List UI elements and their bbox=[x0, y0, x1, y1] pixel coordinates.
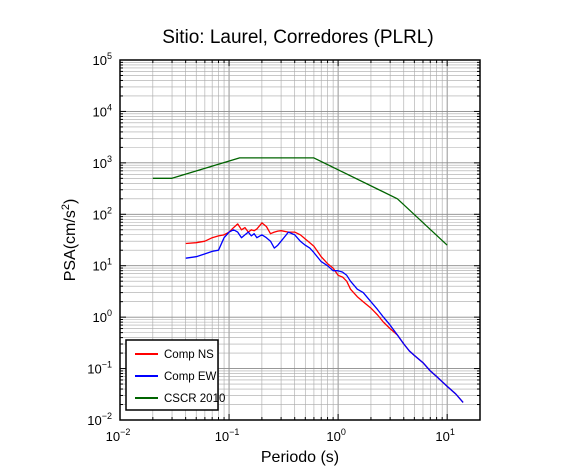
y-tick-label: 103 bbox=[93, 154, 112, 171]
y-axis-label-end: ) bbox=[62, 199, 79, 204]
y-tick-label: 10−1 bbox=[87, 360, 112, 377]
y-axis-label-base: PSA(cm/s bbox=[62, 210, 79, 281]
series-line-1 bbox=[185, 222, 464, 403]
y-tick-label: 101 bbox=[93, 257, 112, 274]
x-tick-label: 101 bbox=[435, 427, 454, 444]
x-axis-label: Periodo (s) bbox=[261, 449, 339, 466]
y-tick-label: 104 bbox=[93, 102, 112, 119]
x-tick-labels: 10−2 10−1 100 101 bbox=[106, 427, 455, 444]
series-line-3 bbox=[152, 157, 448, 246]
y-axis-label-sup: 2 bbox=[60, 204, 72, 210]
legend-label: CSCR 2010 bbox=[164, 393, 225, 405]
y-tick-labels: 10−2 10−1 100 101 102 103 104 105 bbox=[87, 51, 112, 428]
axis-ticks bbox=[119, 59, 481, 421]
series-line-2 bbox=[185, 229, 464, 403]
series-curves bbox=[152, 157, 464, 403]
plot-grid bbox=[119, 59, 481, 421]
legend: Comp NS Comp EW CSCR 2010 bbox=[125, 339, 225, 411]
y-tick-label: 105 bbox=[93, 51, 112, 68]
y-tick-label: 10−2 bbox=[87, 411, 112, 428]
x-tick-label: 100 bbox=[326, 427, 345, 444]
y-tick-label: 102 bbox=[93, 205, 112, 222]
y-axis-label: PSA(cm/s2) bbox=[60, 199, 79, 282]
plot-frame bbox=[119, 59, 481, 421]
chart-title: Sitio: Laurel, Corredores (PLRL) bbox=[162, 27, 433, 48]
x-tick-label: 10−2 bbox=[106, 427, 131, 444]
x-tick-label: 10−1 bbox=[215, 427, 240, 444]
legend-label: Comp NS bbox=[164, 349, 214, 361]
y-tick-label: 100 bbox=[93, 308, 112, 325]
legend-label: Comp EW bbox=[164, 371, 217, 383]
